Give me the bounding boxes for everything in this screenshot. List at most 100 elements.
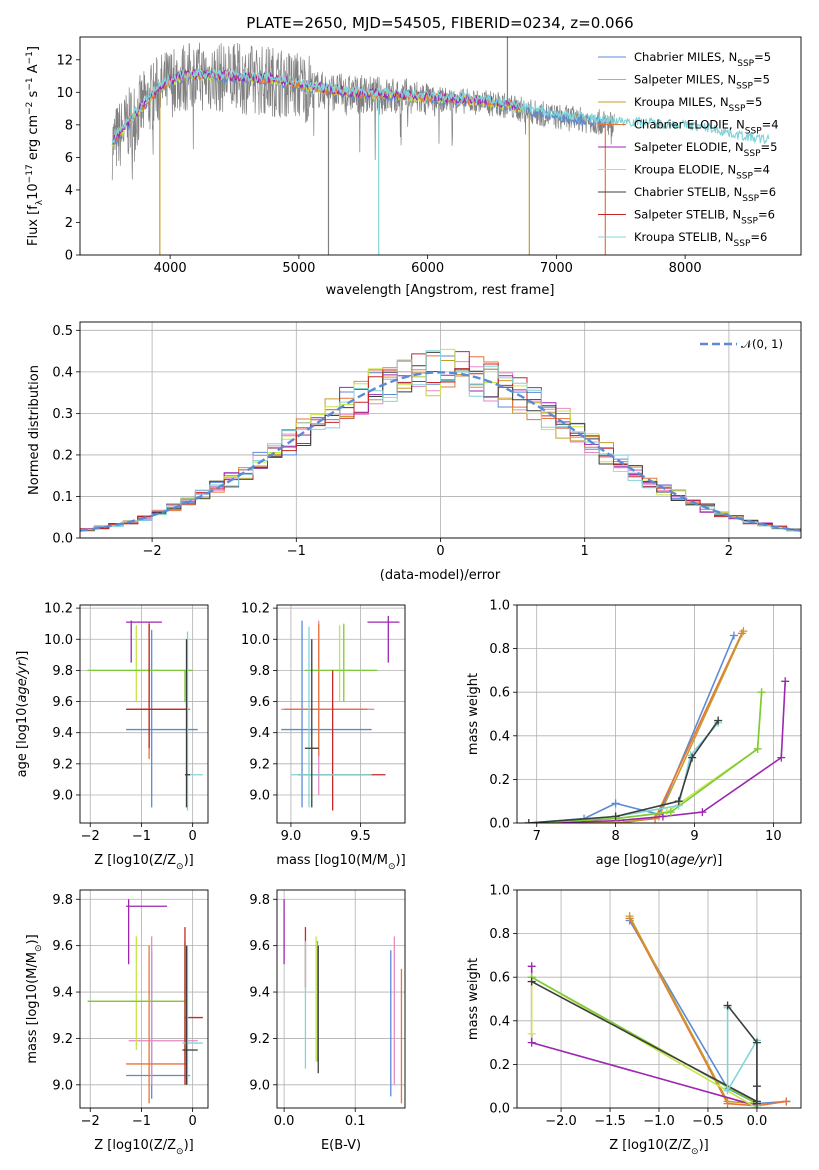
- data-point: [611, 812, 620, 821]
- ytick-label: 9.0: [249, 788, 270, 803]
- plot-area: [87, 899, 203, 1104]
- y-axis-label: age [log10(age/yr)]: [15, 651, 30, 778]
- ytick-label: 9.2: [249, 1032, 270, 1047]
- data-point: [781, 677, 790, 686]
- data-point: [666, 808, 675, 817]
- xtick-label: −2: [81, 1114, 100, 1129]
- ytick-label: 9.8: [249, 893, 270, 908]
- data-point: [688, 753, 697, 762]
- data-point: [723, 1097, 732, 1106]
- xtick-label: 9: [690, 829, 698, 844]
- xtick-label: 0.0: [274, 1114, 295, 1129]
- data-point: [625, 912, 634, 921]
- ytick-label: 0.0: [489, 817, 510, 832]
- x-axis-label: Z [log10(Z/Z⊙)]: [609, 1138, 708, 1157]
- xtick-label: 4000: [154, 261, 187, 276]
- xtick-label: −2: [81, 829, 100, 844]
- legend-entry: 𝒩(0, 1): [741, 337, 783, 351]
- legend: Chabrier MILES, NSSP=5 Salpeter MILES, NS…: [598, 50, 779, 249]
- axes-frame: [516, 604, 802, 824]
- ytick-label: 9.2: [52, 757, 73, 772]
- data-point: [752, 1082, 761, 1091]
- ytick-label: 9.0: [52, 788, 73, 803]
- data-point: [674, 797, 683, 806]
- ytick-label: 0.4: [489, 1014, 510, 1029]
- series-line: [528, 681, 786, 823]
- ytick-label: 9.8: [249, 664, 270, 679]
- xtick-label: 5000: [282, 261, 315, 276]
- axes-frame: [79, 889, 209, 1109]
- data-point: [714, 716, 723, 725]
- xtick-label: 7: [533, 829, 541, 844]
- ytick-label: 1.0: [489, 599, 510, 614]
- ytick-label: 0.2: [489, 1058, 510, 1073]
- legend-entry: Chabrier STELIB, NSSP=6: [634, 185, 776, 204]
- xtick-label: 2: [725, 544, 733, 559]
- plot-area: [281, 615, 400, 811]
- xtick-label: −0.5: [692, 1114, 724, 1129]
- ytick-label: 9.4: [52, 726, 73, 741]
- y-axis-label: mass [log10(M/M⊙)]: [25, 934, 44, 1063]
- axes-frame: [276, 604, 406, 824]
- ytick-label: 9.2: [249, 757, 270, 772]
- xtick-label: −2.0: [545, 1114, 577, 1129]
- legend-entry: Salpeter MILES, NSSP=5: [634, 73, 770, 92]
- axes-frame: [79, 36, 802, 256]
- xtick-label: 7000: [540, 261, 573, 276]
- ytick-label: 9.4: [249, 726, 270, 741]
- axes-frame: [516, 889, 802, 1109]
- x-axis-label: mass [log10(M/M⊙)]: [276, 853, 405, 872]
- legend-entry: Chabrier MILES, NSSP=5: [634, 50, 771, 69]
- panel-residuals: −2 −1 0 1 2 0.0 0.1 0.2 0.3 0.4 0.5 𝒩(0, 1) (data-mo…: [27, 321, 802, 583]
- xtick-label: −2: [143, 544, 162, 559]
- data-point: [752, 1038, 761, 1047]
- ytick-label: 9.6: [249, 939, 270, 954]
- ytick-label: 10: [56, 86, 73, 101]
- data-point: [753, 744, 762, 753]
- observed-spectrum: [111, 42, 615, 181]
- data-point: [723, 1086, 732, 1095]
- ytick-label: 10.2: [241, 602, 270, 617]
- data-point: [524, 819, 533, 823]
- ytick-label: 9.4: [52, 986, 73, 1001]
- ytick-label: 0.5: [52, 324, 73, 339]
- xtick-label: −1: [132, 829, 151, 844]
- series-line: [528, 630, 745, 823]
- data-point: [527, 1038, 536, 1047]
- ytick-label: 10.2: [44, 602, 73, 617]
- xtick-label: 8000: [669, 261, 702, 276]
- plot-area: [524, 627, 790, 823]
- data-point: [723, 1001, 732, 1010]
- ytick-label: 6: [65, 151, 73, 166]
- x-axis-label: Z [log10(Z/Z⊙)]: [94, 1138, 193, 1157]
- xtick-label: 6000: [411, 261, 444, 276]
- ytick-label: 0.3: [52, 407, 73, 422]
- data-point: [527, 962, 536, 971]
- series-line: [528, 722, 719, 823]
- ytick-label: 0: [65, 249, 73, 264]
- series-line: [528, 692, 763, 823]
- ytick-label: 0.0: [52, 532, 73, 547]
- data-point: [698, 808, 707, 817]
- legend-entry: Kroupa MILES, NSSP=5: [634, 95, 762, 114]
- panel-ebv-mass: 0.0 0.1 9.0 9.2 9.4 9.6 9.8 E(B-V): [249, 889, 406, 1153]
- xtick-label: −1.5: [594, 1114, 626, 1129]
- xtick-label: 0: [188, 829, 196, 844]
- ytick-label: 4: [65, 183, 73, 198]
- ytick-label: 0.6: [489, 686, 510, 701]
- series-line: [628, 917, 787, 1107]
- panel-z-weight: −2.0 −1.5 −1.0 −0.5 0.0 0.0 0.2 0.4 0.6 0.8 1.0 Z […: [466, 884, 802, 1157]
- data-point: [611, 799, 620, 808]
- model-spectrum: [111, 68, 770, 145]
- ytick-label: 0.0: [489, 1102, 510, 1117]
- panel-age-weight: 7 8 9 10 0.0 0.2 0.4 0.6 0.8 1.0 age [log10(age/yr…: [466, 599, 802, 868]
- xtick-label: 9.0: [281, 829, 302, 844]
- panel-z-age: −2 −1 0 9.0 9.2 9.4 9.6 9.8 10.0 10.2 Z [log10(Z/Z…: [15, 602, 209, 872]
- x-axis-label: Z [log10(Z/Z⊙)]: [94, 853, 193, 872]
- plot-area: [527, 912, 791, 1108]
- ytick-label: 9.0: [249, 1078, 270, 1093]
- ytick-label: 10.0: [44, 633, 73, 648]
- ytick-label: 2: [65, 216, 73, 231]
- y-axis-label: mass weight: [466, 673, 481, 755]
- data-point: [757, 688, 766, 697]
